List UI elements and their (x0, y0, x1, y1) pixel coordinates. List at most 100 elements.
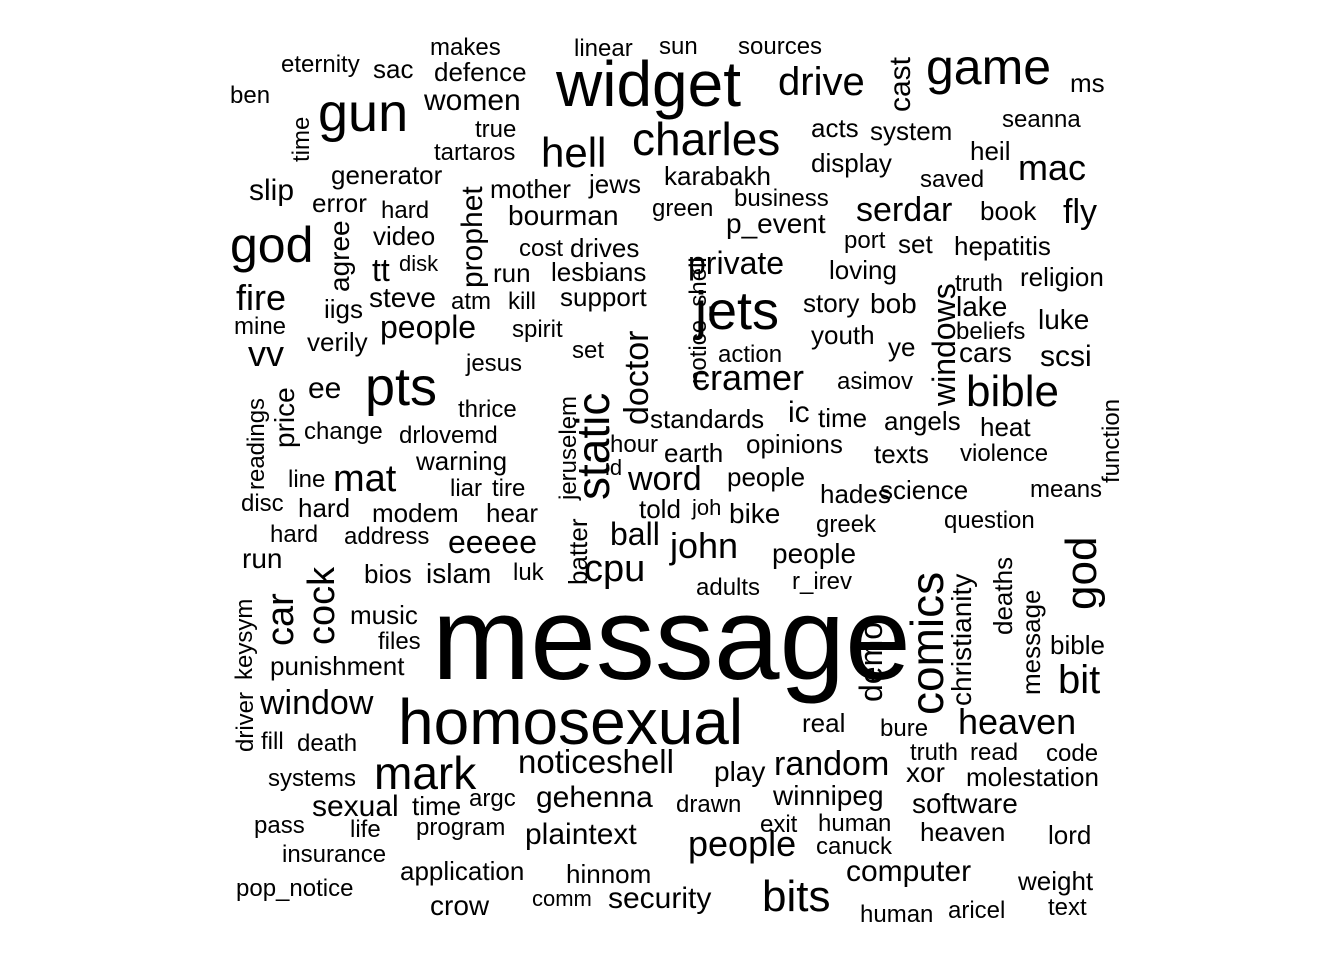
word-system: system (870, 116, 953, 146)
word-text: text (1048, 894, 1087, 921)
word-heaven: heaven (958, 701, 1077, 742)
word-security: security (608, 882, 712, 915)
word-gehenna: gehenna (536, 781, 653, 814)
word-comics: comics (901, 571, 953, 715)
word-life: life (350, 816, 381, 843)
word-earth: earth (664, 438, 724, 468)
word-verily: verily (307, 327, 368, 357)
word-weight: weight (1018, 866, 1094, 896)
word-drawn: drawn (676, 791, 742, 818)
word-christianity: christianity (946, 573, 977, 706)
word-saved: saved (920, 166, 985, 193)
word-death: death (297, 730, 358, 757)
word-ben: ben (230, 82, 271, 109)
word-canuck: canuck (816, 833, 893, 860)
word-cock: cock (301, 566, 343, 645)
word-question: question (944, 507, 1035, 534)
word-widget: widget (556, 48, 741, 120)
word-disk: disk (399, 251, 439, 276)
word-liar: liar (450, 475, 483, 502)
word-bits: bits (762, 872, 831, 921)
word-sexual: sexual (312, 790, 399, 823)
word-random: random (774, 745, 890, 783)
word-loving: loving (829, 255, 897, 285)
word-hades: hades (820, 479, 891, 509)
word-eeeee: eeeee (448, 524, 537, 560)
word-argc: argc (469, 785, 516, 812)
word-application: application (400, 856, 525, 886)
word-human: human (818, 810, 892, 837)
word-tartaros: tartaros (434, 139, 516, 166)
word-run: run (493, 258, 531, 288)
word-bob: bob (870, 288, 917, 319)
word-drlovemd: drlovemd (399, 422, 498, 449)
word-gun: gun (318, 83, 409, 143)
word-bit: bit (1058, 658, 1101, 702)
word-cast: cast (884, 56, 917, 112)
word-hard: hard (270, 521, 319, 548)
word-real: real (802, 708, 846, 738)
word-pass: pass (254, 812, 305, 839)
word-heaven: heaven (920, 817, 1006, 847)
word-business: business (734, 185, 829, 212)
word-hell: hell (541, 129, 607, 176)
word-angels: angels (884, 406, 961, 436)
word-youth: youth (811, 320, 875, 350)
word-driver: driver (232, 691, 259, 752)
word-mac: mac (1018, 147, 1087, 188)
word-batter: batter (563, 518, 593, 586)
word-video: video (373, 221, 436, 251)
word-exit: exit (760, 811, 798, 838)
word-bourman: bourman (508, 200, 619, 231)
word-warning: warning (416, 446, 508, 476)
word-id: id (605, 455, 623, 480)
word-cpu: cpu (584, 548, 646, 590)
word-thrice: thrice (458, 396, 517, 423)
word-address: address (344, 523, 430, 550)
word-karabakh: karabakh (664, 161, 771, 191)
word-set: set (898, 229, 933, 259)
word-prophet: prophet (456, 186, 489, 288)
word-bible: bible (966, 367, 1059, 416)
word-fill: fill (261, 728, 284, 755)
word-private: private (688, 245, 785, 281)
word-punishment: punishment (270, 651, 405, 681)
word-truth: truth (910, 739, 959, 766)
word-mine: mine (234, 313, 287, 340)
word-kill: kill (508, 288, 536, 315)
word-true: true (475, 116, 517, 143)
word-jeruselem: jeruselem (555, 395, 582, 500)
word-comm: comm (532, 886, 592, 911)
word-hard: hard (298, 493, 351, 523)
word-r-irev: r_irev (792, 568, 853, 595)
word-ms: ms (1070, 68, 1105, 98)
word-vv: vv (248, 333, 284, 374)
word-car: car (260, 593, 302, 646)
word-john: john (670, 525, 739, 566)
word-beliefs: beliefs (956, 318, 1026, 345)
word-eternity: eternity (281, 51, 360, 78)
word-disc: disc (241, 490, 284, 517)
word-truth: truth (955, 270, 1004, 297)
word-deaths: deaths (988, 556, 1018, 635)
word-cost: cost (519, 235, 564, 262)
word-plaintext: plaintext (525, 818, 637, 851)
word-sources: sources (738, 33, 823, 60)
word-change: change (304, 418, 383, 445)
word-acts: acts (811, 113, 859, 143)
word-noticeshell: noticeshell (518, 743, 674, 780)
word-bios: bios (364, 559, 412, 589)
word-heat: heat (980, 412, 1031, 442)
word-defence: defence (434, 57, 527, 87)
word-people: people (380, 309, 477, 345)
word-lord: lord (1048, 820, 1092, 850)
word-notice-shell: notice_shell (685, 257, 712, 384)
word-people: people (727, 462, 806, 492)
word-read: read (970, 739, 1019, 766)
word-cars: cars (959, 337, 1012, 368)
word-bible: bible (1050, 630, 1105, 660)
word-jets: jets (695, 281, 780, 341)
word-generator: generator (331, 160, 443, 190)
word-p-event: p_event (726, 208, 826, 239)
word-religion: religion (1020, 262, 1104, 292)
